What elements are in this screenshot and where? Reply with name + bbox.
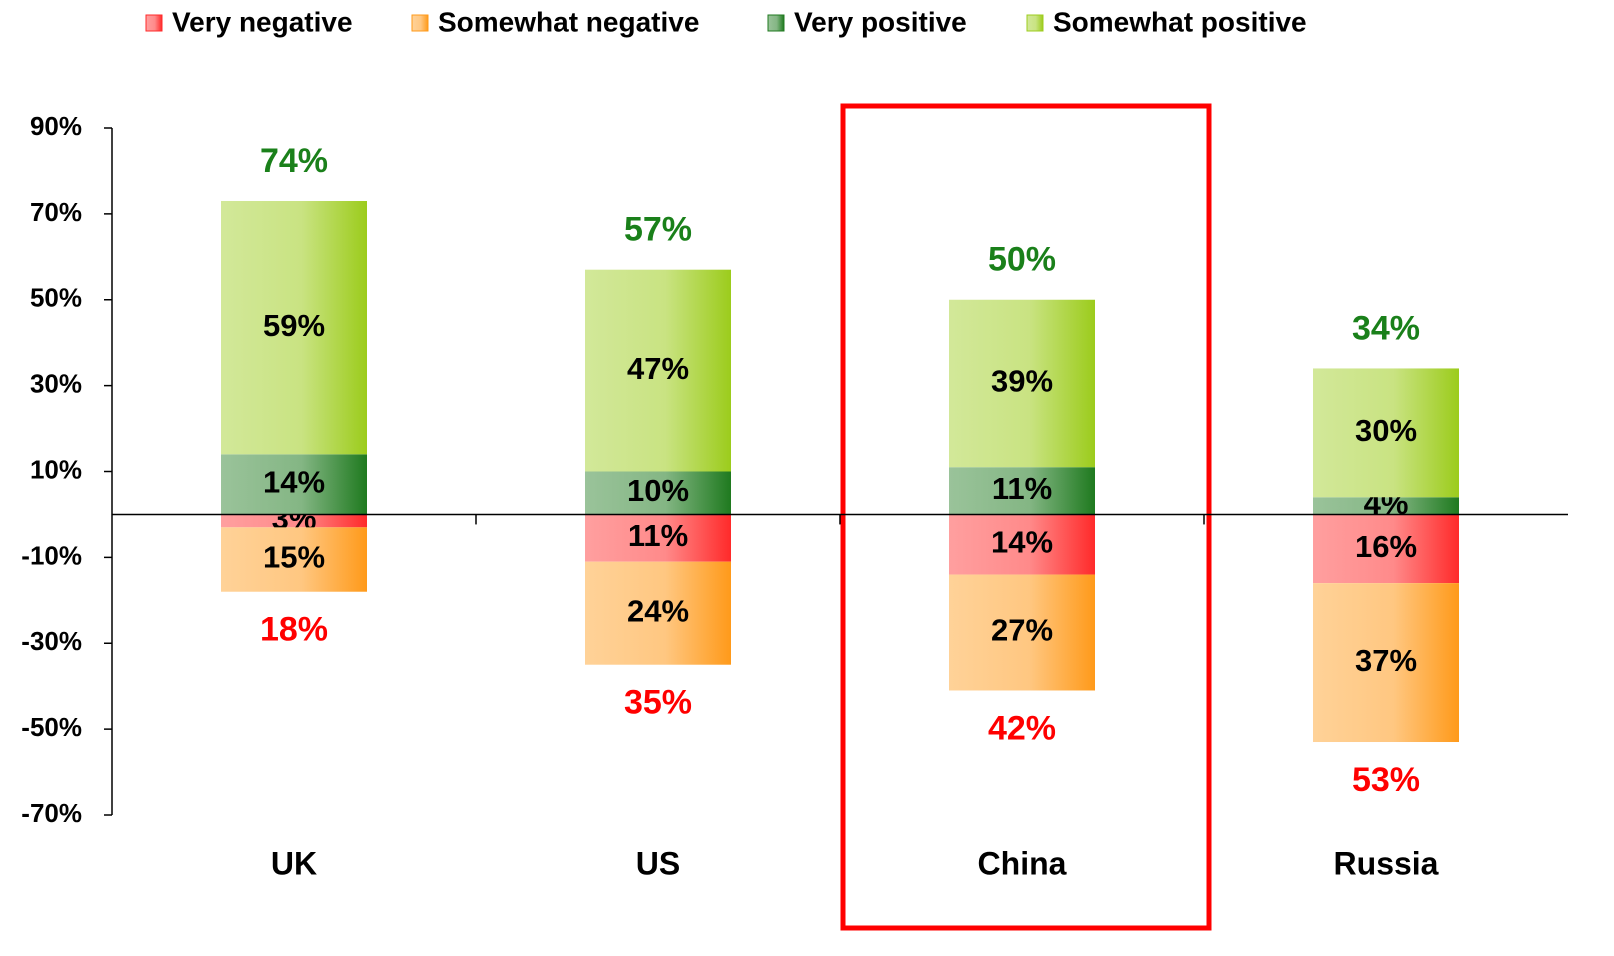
legend-swatch	[1026, 14, 1044, 32]
segment-label: 10%	[627, 473, 689, 508]
bar-segment	[221, 200, 367, 455]
bar-segment	[1313, 368, 1459, 498]
y-tick-label: -10%	[21, 540, 82, 570]
total-label: 35%	[624, 684, 692, 722]
segment-label: 11%	[628, 518, 688, 553]
legend-swatch	[767, 14, 785, 32]
x-tick-label: China	[978, 845, 1067, 881]
total-label: 53%	[1352, 761, 1420, 799]
x-tick-label: Russia	[1334, 845, 1439, 881]
bar-segment	[1313, 514, 1459, 584]
total-label: 74%	[260, 142, 328, 180]
legend-label: Somewhat positive	[1053, 6, 1307, 37]
bar-segment	[221, 514, 367, 528]
bar-segment	[221, 454, 367, 515]
segment-label: 15%	[263, 540, 325, 575]
bar-segment	[585, 471, 731, 515]
total-label: 57%	[624, 211, 692, 249]
bar-segment	[949, 467, 1095, 515]
x-tick-label: US	[636, 845, 680, 881]
segment-label: 39%	[991, 364, 1053, 399]
bar-segment	[585, 269, 731, 472]
segment-label: 24%	[627, 593, 689, 628]
legend-label: Very positive	[794, 6, 967, 37]
bar-segment	[949, 299, 1095, 468]
segment-label: 59%	[263, 308, 325, 343]
bar-segment	[1313, 497, 1459, 515]
segment-label: 11%	[992, 471, 1052, 506]
bar-segment	[949, 514, 1095, 575]
segment-label: 47%	[627, 351, 689, 386]
legend-label: Somewhat negative	[438, 6, 699, 37]
segment-label: 16%	[1355, 529, 1417, 564]
highlight-box	[840, 103, 1212, 931]
y-tick-label: 50%	[30, 283, 82, 313]
segment-label: 27%	[991, 613, 1053, 648]
total-label: 50%	[988, 241, 1056, 279]
bar-segment	[585, 514, 731, 562]
y-tick-label: 10%	[30, 454, 82, 484]
total-label: 34%	[1352, 309, 1420, 347]
y-tick-label: 70%	[30, 197, 82, 227]
y-tick-label: -70%	[21, 798, 82, 828]
legend-label: Very negative	[172, 6, 353, 37]
bar-segment	[221, 527, 367, 592]
bar-segment	[949, 574, 1095, 691]
bar-segment	[1313, 583, 1459, 743]
bar-segment	[585, 561, 731, 665]
legend-swatch	[411, 14, 429, 32]
segment-label: 30%	[1355, 413, 1417, 448]
segment-label: 14%	[991, 525, 1053, 560]
x-tick-label: UK	[271, 845, 317, 881]
legend-swatch	[145, 14, 163, 32]
y-tick-label: 30%	[30, 369, 82, 399]
y-tick-label: -30%	[21, 626, 82, 656]
total-label: 18%	[260, 611, 328, 649]
segment-label: 37%	[1355, 643, 1417, 678]
y-tick-label: 90%	[30, 111, 82, 141]
segment-label: 14%	[263, 465, 325, 500]
total-label: 42%	[988, 709, 1056, 747]
y-tick-label: -50%	[21, 712, 82, 742]
